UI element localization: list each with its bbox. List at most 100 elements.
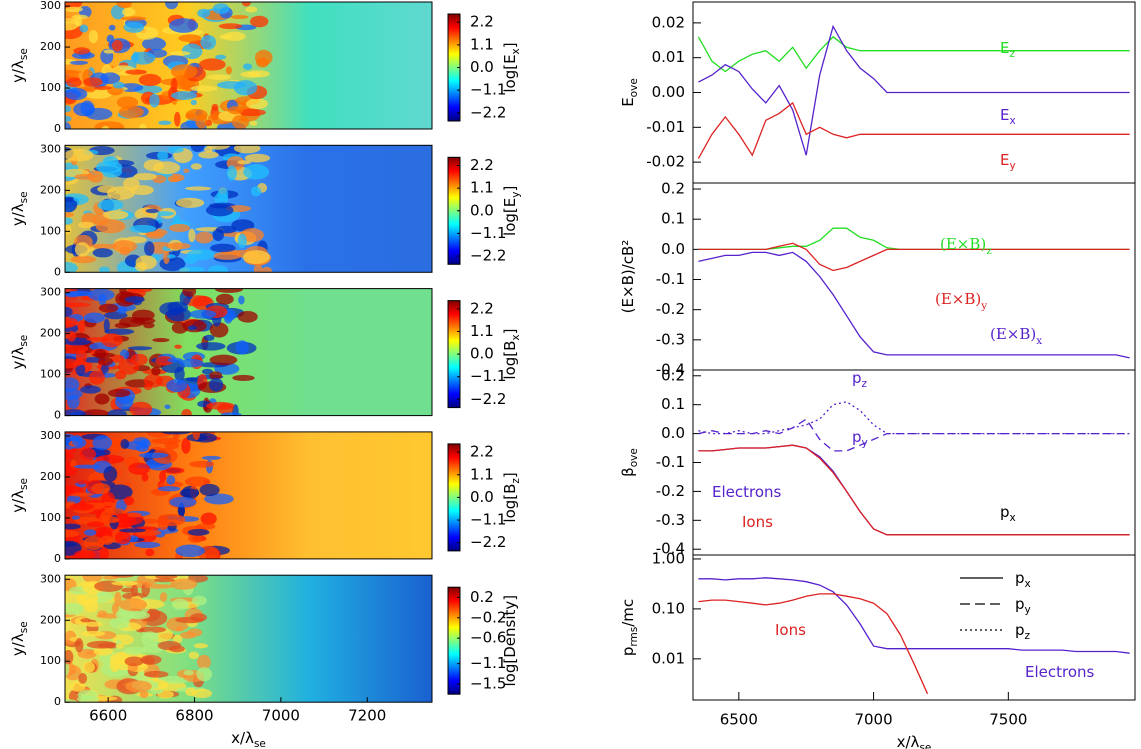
heatmap-blob [68, 492, 94, 497]
heatmap-blob [92, 248, 113, 258]
heatmap-blob [188, 228, 196, 243]
heatmap-texture [65, 2, 273, 129]
heatmap-blob [212, 3, 230, 15]
y-tick-label: -0.2 [656, 300, 685, 318]
plot-frame [64, 574, 433, 703]
heatmap-blob [191, 595, 207, 606]
heatmap-blob [127, 288, 153, 293]
heatmap-blob [124, 656, 144, 667]
annotation: px [1000, 503, 1016, 525]
heatmap-blob [92, 435, 113, 451]
heatmap-blob [183, 168, 190, 174]
heatmap-texture [65, 288, 258, 416]
series-label-part: Ions [775, 621, 806, 639]
heatmap-blob [65, 453, 75, 460]
y-axis-label: Eove [619, 78, 641, 107]
heatmap-blob [67, 330, 76, 342]
plot-area [698, 227, 1130, 359]
heatmap-blob [206, 401, 235, 410]
y-axis-label-part: se [18, 478, 30, 490]
colorbar-label-part: ] [501, 186, 519, 192]
heatmap-blob [233, 145, 261, 154]
heatmap-blob [72, 14, 88, 20]
heatmap-blob [179, 488, 200, 498]
y-tick-label: 0 [54, 265, 61, 278]
heatmap-blob [73, 197, 82, 202]
heatmap-blob [127, 346, 153, 351]
heatmap-blob [186, 249, 215, 261]
heatmap-blob [111, 580, 138, 586]
heatmap-blob [95, 219, 126, 234]
heatmap-blob [78, 221, 95, 229]
heatmap-blob [176, 625, 183, 632]
y-tick-label: -0.3 [656, 511, 685, 529]
y-tick-label: -0.1 [656, 270, 685, 288]
colorbar-tick-label: −1.1 [470, 81, 506, 99]
series-line [698, 444, 1130, 536]
heatmap-blob [238, 295, 245, 305]
heatmap-blob [92, 352, 116, 358]
heatmap-blob [111, 437, 121, 454]
y-tick-label: 100 [40, 654, 61, 667]
heatmap-blob [110, 354, 125, 363]
heatmap-blob [84, 621, 103, 627]
heatmap-blob [250, 15, 269, 28]
heatmap-blob [83, 536, 105, 551]
heatmap-blob [70, 255, 97, 264]
colorbar-label: log[Bz] [501, 472, 523, 522]
heatmap-texture [65, 145, 273, 273]
heatmap-blob [114, 591, 122, 607]
heatmap-blob [193, 643, 209, 649]
heatmap-blob [101, 333, 123, 348]
heatmap-blob [191, 688, 213, 699]
series-label-part: Electrons [1025, 663, 1095, 681]
heatmap-blob [227, 106, 244, 115]
heatmap-texture [65, 431, 234, 559]
heatmap-blob [142, 656, 155, 665]
heatmap-blob [76, 480, 90, 485]
y-axis-label-part: se [18, 191, 30, 203]
heatmap-texture [65, 575, 213, 703]
heatmap-blob [237, 233, 247, 249]
heatmap-blob [235, 340, 249, 355]
heatmap-blob [209, 354, 238, 366]
heatmap-blob [197, 654, 211, 670]
heatmap-blob [107, 388, 131, 398]
heatmap-blob [237, 160, 252, 165]
heatmap-blob [204, 493, 234, 505]
x-axis-label-part: x/λ [897, 733, 920, 749]
series-line [697, 101, 1130, 159]
heatmap-blob [231, 219, 255, 232]
heatmap-blob [184, 476, 211, 487]
heatmap-blob [167, 175, 181, 183]
heatmap-blob [65, 344, 89, 354]
heatmap-blob [122, 7, 136, 17]
y-axis-label-part: E [619, 97, 637, 106]
heatmap-blob [65, 484, 76, 496]
series-label-part: x [1009, 115, 1015, 127]
y-tick-label: 200 [40, 327, 61, 340]
colorbar-tick-label: 2.2 [470, 443, 494, 461]
x-tick-label: 7200 [348, 707, 386, 725]
colorbar-tick-label: −1.1 [470, 367, 506, 385]
heatmap-blob [185, 687, 197, 697]
colorbar-label-part: log[Density] [501, 595, 519, 687]
y-tick-label: 100 [40, 368, 61, 381]
series-label-part: x [1036, 335, 1042, 347]
legend-label-part: y [1025, 604, 1031, 616]
y-tick-label: 100 [40, 224, 61, 237]
heatmap-blob [82, 661, 95, 673]
heatmap-blob [218, 23, 243, 30]
colorbar-tick-label: −2.2 [470, 103, 506, 121]
y-tick-label: 200 [40, 40, 61, 53]
heatmap-blob [73, 550, 96, 559]
x-tick-label: 7000 [262, 707, 300, 725]
heatmap-blob [213, 251, 242, 260]
heatmap-blob [80, 100, 95, 117]
heatmap-blob [65, 465, 77, 476]
heatmap-blob [166, 475, 176, 485]
heatmap-blob [217, 187, 229, 201]
heatmap-blob [145, 231, 165, 239]
heatmap-blob [225, 66, 232, 75]
colorbar-label-part: log[B [501, 484, 519, 523]
